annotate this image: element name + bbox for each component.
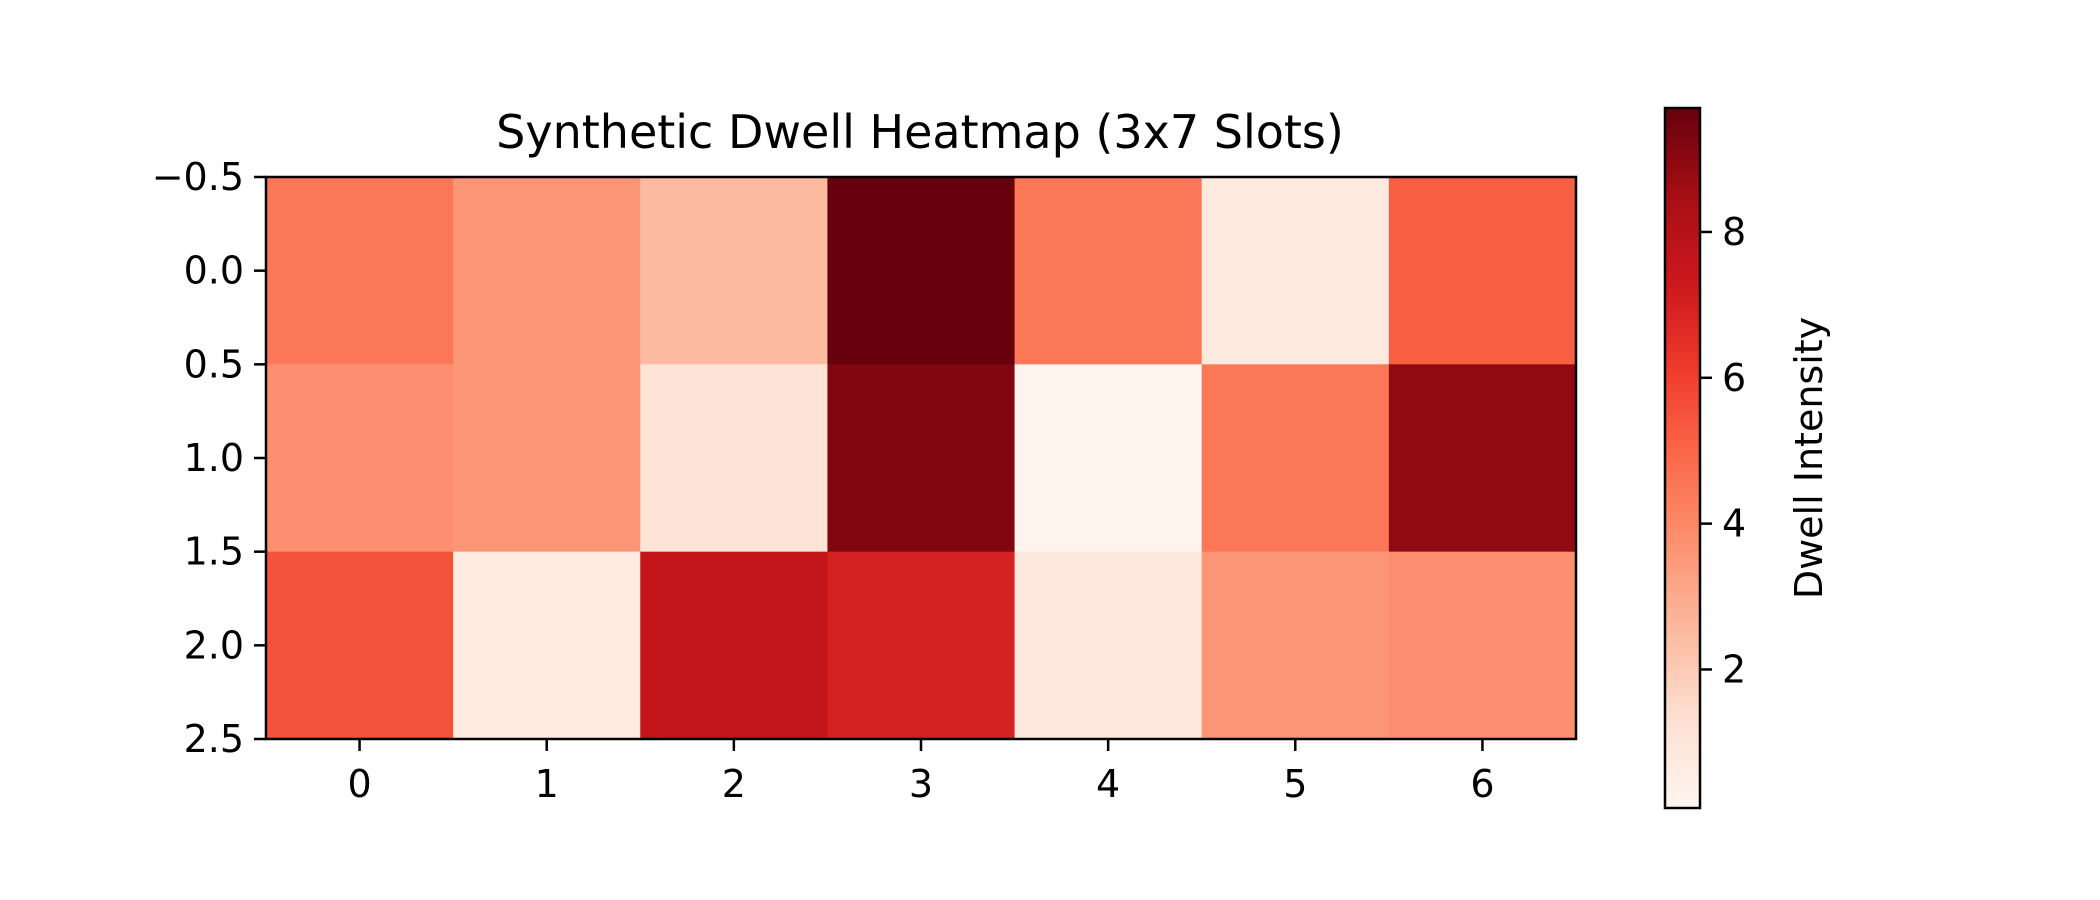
heatmap-cell-r0-c1 (453, 177, 641, 365)
x-tick-label: 2 (722, 762, 746, 806)
x-tick-label: 0 (347, 762, 371, 806)
heatmap-cell-r2-c6 (1388, 551, 1577, 740)
y-tick-label: −0.5 (152, 155, 244, 199)
y-tick-label: 0.5 (184, 342, 244, 386)
heatmap-cell-r0-c4 (1014, 177, 1203, 365)
heatmap-cell-r1-c4 (1014, 364, 1203, 553)
y-tick-label: 2.0 (184, 623, 244, 667)
colorbar-tick-label: 8 (1722, 210, 1746, 254)
x-tick-label: 6 (1470, 762, 1494, 806)
colorbar-tick-label: 2 (1722, 647, 1746, 691)
colorbar (1663, 106, 1702, 810)
heatmap-cell-r1-c3 (827, 364, 1016, 553)
plot-frame (264, 175, 1578, 741)
heatmap-cell-r2-c2 (640, 551, 829, 740)
colorbar-tick-label: 4 (1722, 502, 1746, 546)
heatmap-cell-r2-c0 (266, 551, 454, 740)
colorbar-ticks: 2 4 6 8 (1700, 210, 1746, 691)
heatmap-cell-r1-c0 (266, 364, 454, 553)
heatmap-cell-r2-c5 (1201, 551, 1390, 740)
heatmap-cell-r0-c0 (266, 177, 454, 365)
heatmap-cell-r2-c4 (1014, 551, 1203, 740)
heatmap-cell-r1-c6 (1388, 364, 1577, 553)
heatmap-cell-r1-c1 (453, 364, 641, 553)
heatmap-cell-r2-c1 (453, 551, 641, 740)
heatmap-cells (266, 177, 1577, 740)
heatmap-cell-r0-c6 (1388, 177, 1577, 365)
x-axis: 0 1 2 3 4 5 6 (347, 739, 1495, 806)
heatmap-cell-r0-c3 (827, 177, 1016, 365)
heatmap-cell-r1-c2 (640, 364, 829, 553)
y-tick-label: 1.5 (184, 530, 244, 574)
heatmap-cell-r0-c5 (1201, 177, 1390, 365)
y-tick-label: 2.5 (184, 717, 244, 761)
chart-title: Synthetic Dwell Heatmap (3x7 Slots) (496, 105, 1344, 159)
colorbar-label: Dwell Intensity (1787, 317, 1831, 599)
y-axis: −0.5 0.0 0.5 1.0 1.5 2.0 2.5 (152, 155, 266, 761)
heatmap-cell-r1-c5 (1201, 364, 1390, 553)
colorbar-tick-label: 6 (1722, 356, 1746, 400)
heatmap-cell-r0-c2 (640, 177, 829, 365)
x-tick-label: 5 (1283, 762, 1307, 806)
x-tick-label: 3 (909, 762, 933, 806)
x-tick-label: 1 (535, 762, 559, 806)
y-tick-label: 1.0 (184, 436, 244, 480)
y-tick-label: 0.0 (184, 249, 244, 293)
heatmap-cell-r2-c3 (827, 551, 1016, 740)
x-tick-label: 4 (1096, 762, 1120, 806)
